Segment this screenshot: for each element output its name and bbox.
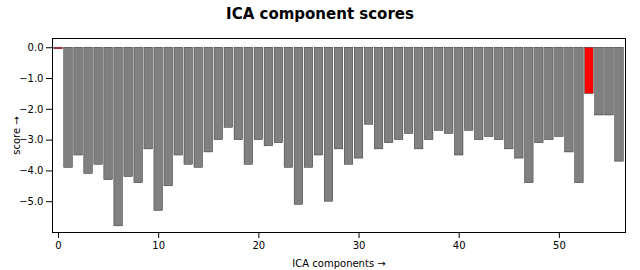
- svg-text:ICA components →: ICA components →: [292, 258, 385, 269]
- svg-text:−2.0: −2.0: [19, 104, 43, 115]
- svg-text:score →: score →: [11, 116, 22, 154]
- svg-text:10: 10: [152, 240, 165, 251]
- svg-text:30: 30: [353, 240, 366, 251]
- svg-text:20: 20: [252, 240, 265, 251]
- svg-text:0: 0: [55, 240, 61, 251]
- svg-text:−3.0: −3.0: [19, 134, 43, 145]
- html-text:ICA component scores: ICA component scores: [226, 5, 414, 23]
- svg-text:0.0: 0.0: [28, 42, 44, 53]
- svg-text:50: 50: [553, 240, 566, 251]
- svg-text:−4.0: −4.0: [19, 165, 43, 176]
- svg-text:40: 40: [453, 240, 466, 251]
- svg-text:−1.0: −1.0: [19, 73, 43, 84]
- svg-text:−5.0: −5.0: [19, 196, 43, 207]
